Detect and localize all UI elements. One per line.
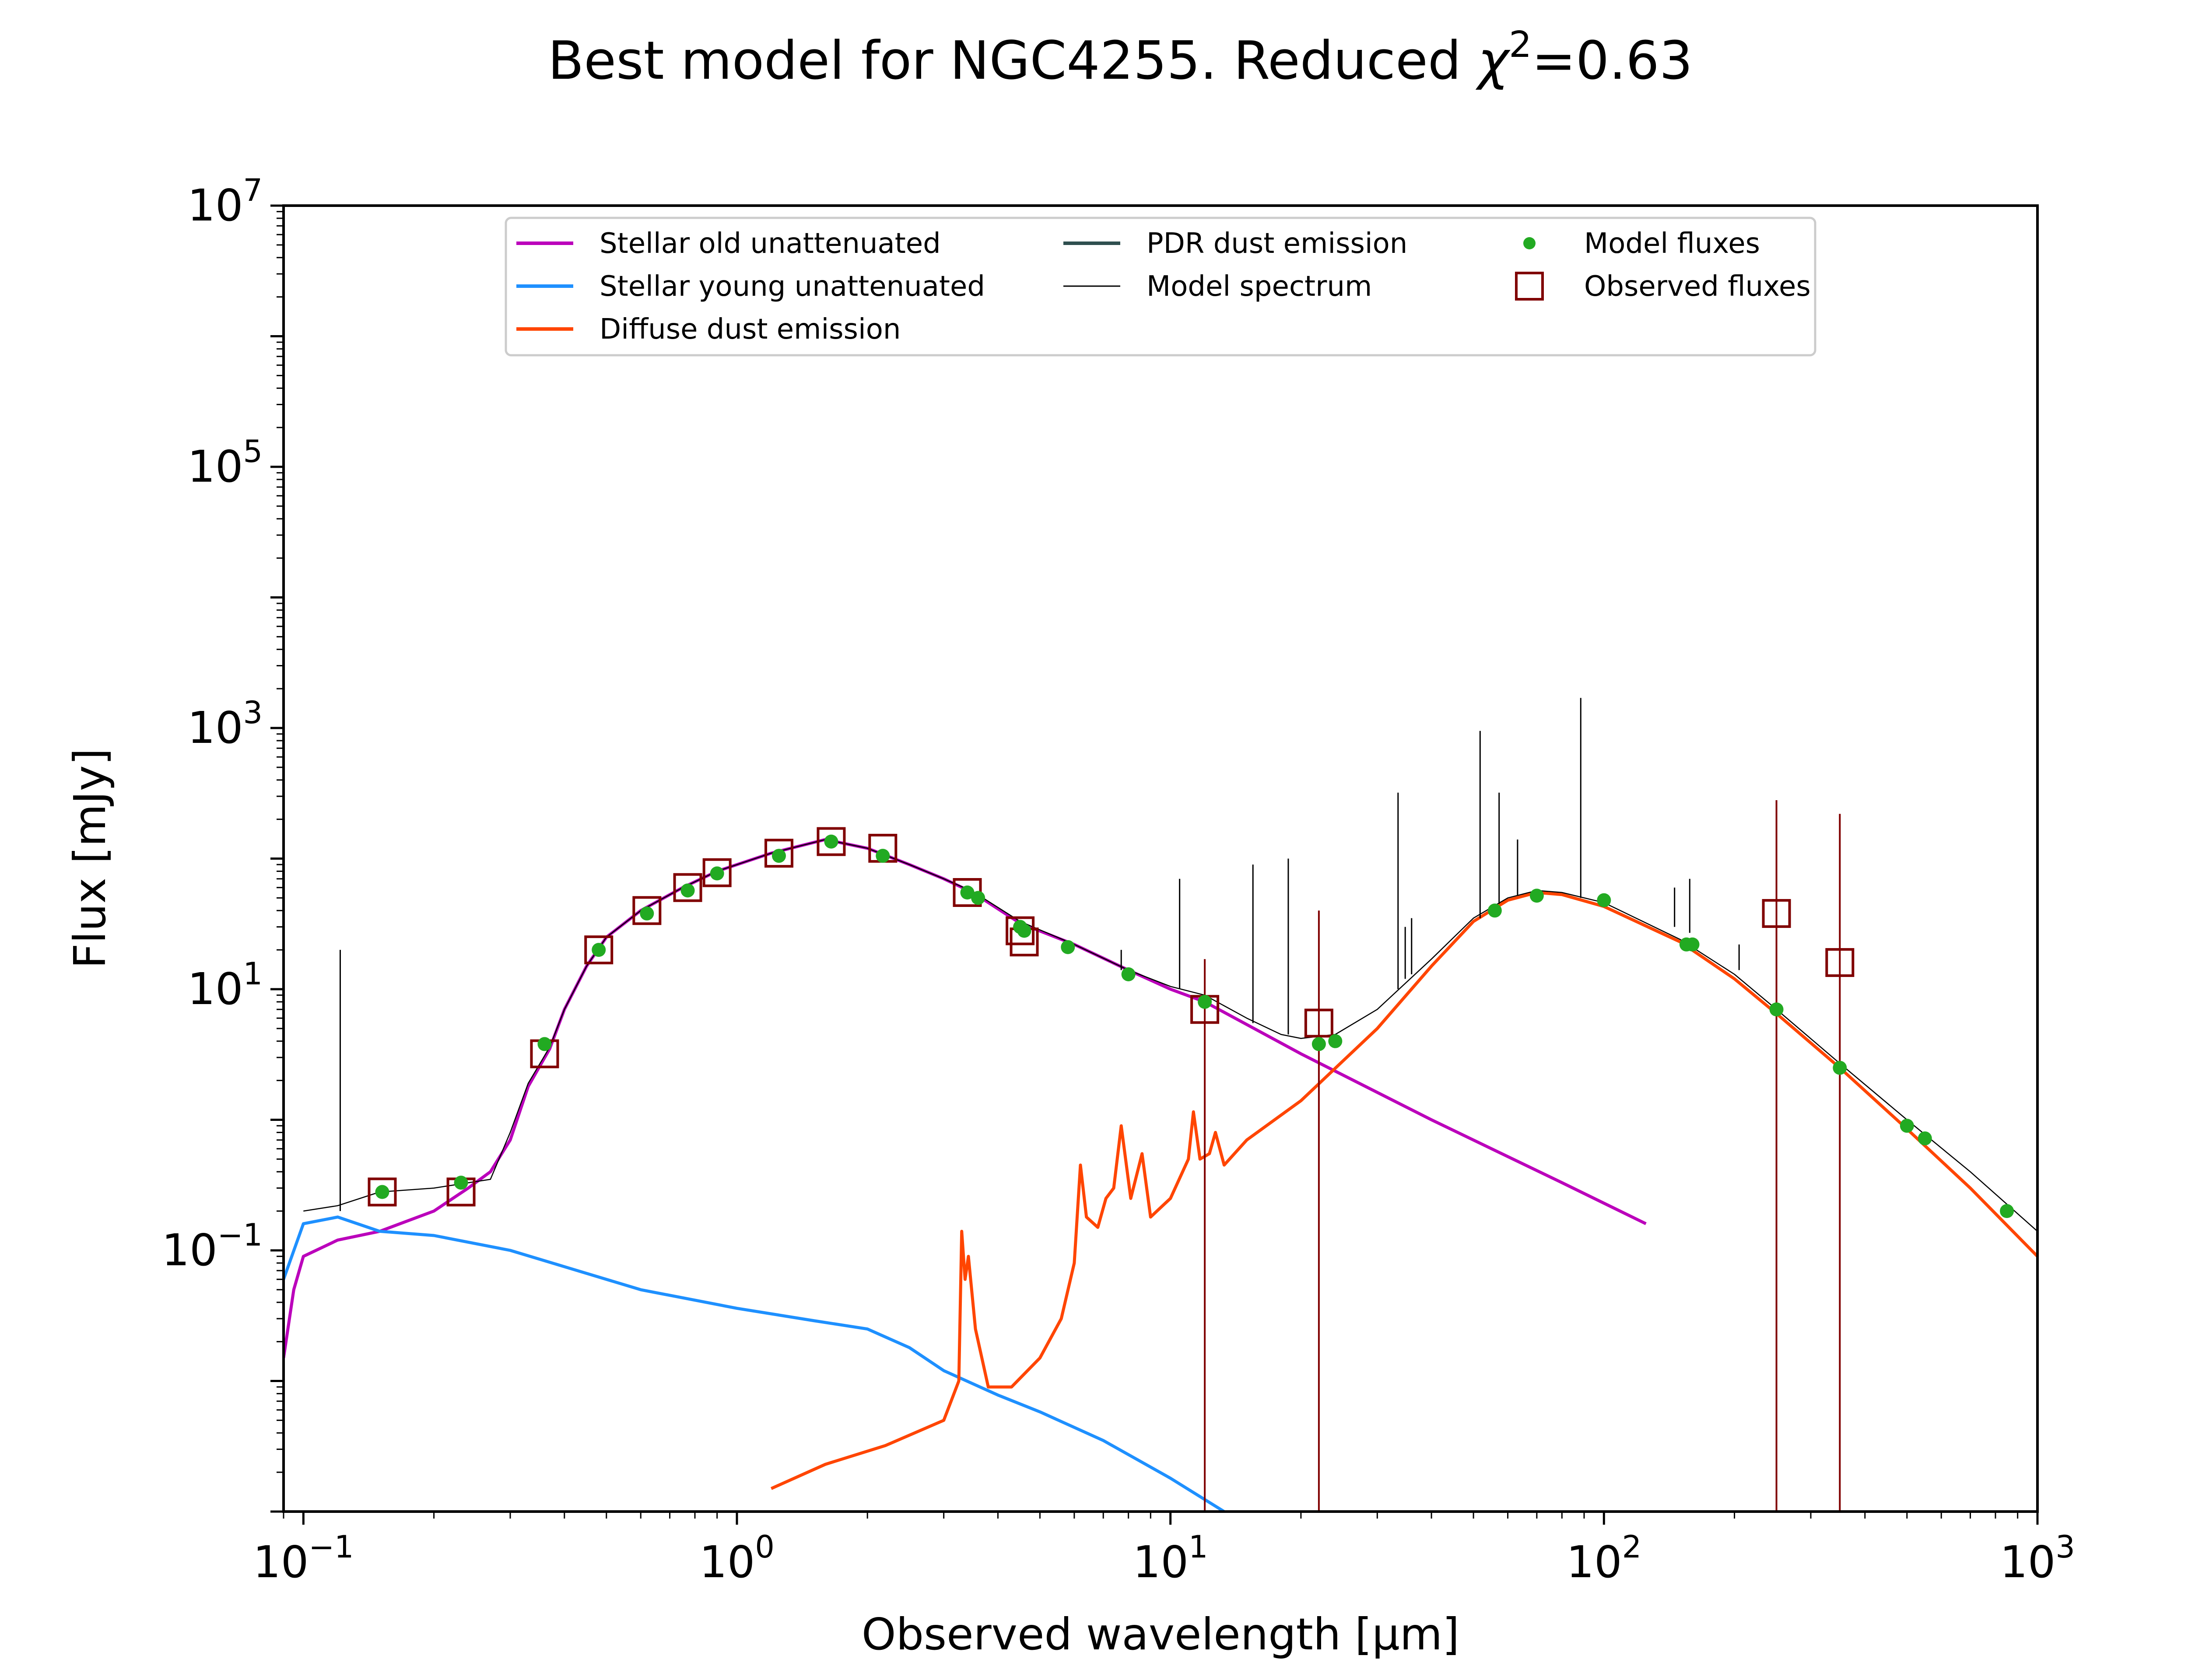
x-tick-label-2: 101 [1133,1529,1208,1588]
observed-flux-point-5 [673,873,702,902]
y-tick-label-1: 101 [187,956,263,1015]
model-flux-point-23 [1685,937,1700,952]
plot-area [284,698,2037,1512]
legend-box [505,217,1816,357]
legend-label: Stellar old unattenuated [600,228,941,260]
model-flux-point-28 [2000,1204,2014,1218]
y-tick-label-4: 107 [187,172,263,231]
model-flux-point-4 [640,906,654,920]
observed-flux-point-7 [764,839,794,868]
model-flux-point-11 [971,891,985,905]
model-flux-point-8 [824,834,838,849]
model-flux-point-10 [960,886,975,900]
legend-item-4: Model spectrum [1063,270,1372,303]
observed-flux-point-14 [1304,1008,1333,1038]
series-line-2 [770,891,2037,1490]
legend-swatch [1523,237,1536,249]
x-tick-label-1: 100 [699,1529,775,1588]
legend-swatch [1515,272,1544,301]
x-tick-label-4: 103 [2000,1529,2075,1588]
model-flux-point-26 [1900,1119,1914,1133]
x-axis-ticks: 10−1 100 101 102 103 [253,1512,2075,1588]
chart-title-chi: χ [1475,31,1511,91]
model-flux-point-20 [1529,889,1544,903]
legend: Stellar old unattenuated Stellar young un… [505,217,1816,357]
legend-label: Observed fluxes [1584,270,1811,303]
series-line-1 [284,1215,1227,1512]
model-flux-point-17 [1311,1037,1326,1051]
legend-item-2: Diffuse dust emission [516,313,901,346]
y-axis-ticks: 10−1 101 103 105 107 [162,172,284,1513]
observed-flux-point-6 [702,858,732,887]
model-flux-point-21 [1597,893,1611,907]
legend-item-3: PDR dust emission [1063,228,1407,260]
legend-label: Model spectrum [1147,270,1372,303]
series-layer [284,698,2037,1512]
model-flux-point-24 [1769,1002,1784,1017]
observed-flux-point-8 [817,827,846,856]
legend-item-0: Stellar old unattenuated [516,228,941,260]
x-tick-label-0: 10−1 [253,1529,354,1588]
model-flux-point-5 [680,883,695,898]
x-axis-label: Observed wavelength [μm] [862,1609,1459,1660]
x-tick-label-3: 102 [1566,1529,1641,1588]
legend-label: PDR dust emission [1147,228,1407,260]
model-flux-point-7 [772,849,786,863]
observed-flux-point-16 [1825,948,1855,977]
chart-title-sup: 2 [1509,24,1532,66]
legend-item-1: Stellar young unattenuated [516,270,985,303]
legend-item-6: Observed fluxes [1515,270,1811,303]
observed-flux-point-0 [368,1177,397,1207]
model-flux-point-13 [1017,924,1031,938]
y-tick-label-0: 10−1 [162,1217,263,1276]
model-flux-point-6 [710,866,724,881]
model-flux-point-18 [1328,1034,1343,1048]
model-flux-point-0 [375,1185,389,1199]
model-flux-point-16 [1198,994,1212,1009]
legend-label: Diffuse dust emission [600,313,901,346]
observed-flux-point-4 [632,896,662,925]
y-tick-label-2: 103 [187,695,263,753]
y-tick-label-3: 105 [187,434,263,492]
legend-item-5: Model fluxes [1523,228,1760,260]
model-flux-point-1 [454,1176,468,1190]
model-flux-point-19 [1487,903,1502,918]
observed-flux-point-11 [1006,916,1035,945]
model-flux-point-9 [876,849,890,863]
model-flux-point-25 [1833,1060,1847,1075]
model-flux-point-27 [1918,1131,1932,1146]
y-axis-label: Flux [mJy] [64,748,116,969]
legend-label: Stellar young unattenuated [600,270,985,303]
chart-title-suffix: =0.63 [1532,31,1693,91]
observed-flux-point-15 [1762,899,1791,928]
chart-title-prefix: Best model for NGC4255. Reduced [548,31,1478,91]
legend-label: Model fluxes [1584,228,1760,260]
observed-flux-point-3 [584,935,614,965]
model-flux-point-2 [537,1037,552,1051]
model-flux-point-14 [1061,940,1075,954]
model-flux-point-3 [592,943,606,957]
chart-title: Best model for NGC4255. Reduced χ2=0.63 [548,24,1693,91]
model-flux-point-15 [1121,967,1136,981]
